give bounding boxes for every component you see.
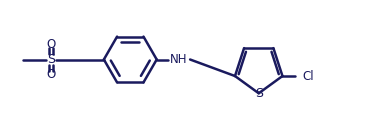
Text: S: S — [255, 87, 263, 100]
Text: NH: NH — [170, 53, 188, 66]
Text: O: O — [46, 68, 55, 81]
Text: O: O — [46, 38, 55, 51]
Text: S: S — [47, 53, 55, 66]
Text: Cl: Cl — [302, 69, 313, 83]
